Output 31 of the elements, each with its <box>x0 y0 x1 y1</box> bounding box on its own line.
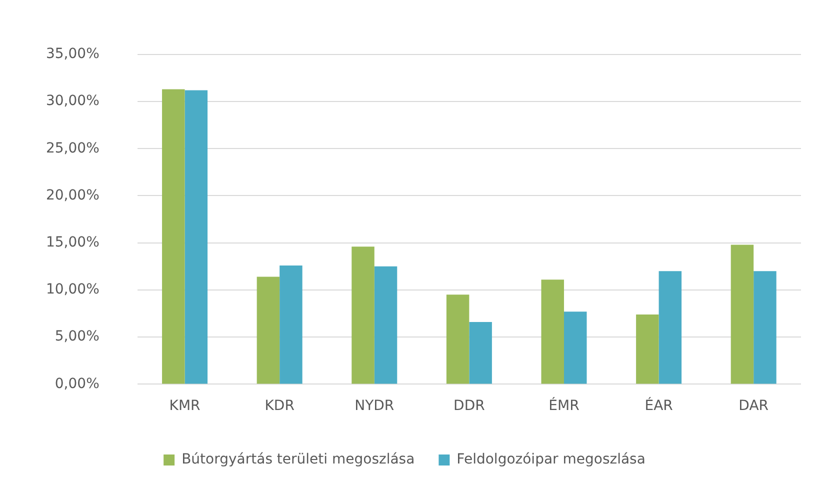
x-tick-label: NYDR <box>354 398 394 414</box>
bar <box>658 271 682 384</box>
bar <box>162 89 185 384</box>
bar <box>541 280 564 384</box>
legend-label: Bútorgyártás területi megoszlása <box>182 452 415 468</box>
bar <box>754 271 776 384</box>
bar <box>352 246 374 384</box>
bar <box>280 265 302 384</box>
y-tick-label: 0,00% <box>54 376 100 392</box>
y-tick-label: 15,00% <box>46 234 100 250</box>
bar <box>730 244 754 384</box>
bar <box>564 312 587 384</box>
bar <box>184 90 208 384</box>
y-tick-label: 10,00% <box>46 282 100 298</box>
bar <box>469 322 492 384</box>
y-tick-label: 5,00% <box>54 328 100 345</box>
legend-label: Feldolgozóipar megoszlása <box>456 452 646 468</box>
x-tick-label: ÉMR <box>548 397 580 414</box>
x-tick-label: DDR <box>454 398 486 414</box>
bar <box>374 266 398 384</box>
x-tick-label: ÉAR <box>644 397 674 414</box>
bar <box>256 276 280 384</box>
x-tick-label: DAR <box>738 398 769 414</box>
x-tick-label: KMR <box>169 398 201 414</box>
bar <box>636 314 659 384</box>
y-tick-label: 20,00% <box>46 187 100 204</box>
y-tick-label: 30,00% <box>46 93 100 110</box>
x-tick-label: KDR <box>264 398 295 414</box>
y-tick-label: 25,00% <box>46 140 100 156</box>
y-tick-label: 35,00% <box>46 46 100 62</box>
bar <box>446 294 470 384</box>
